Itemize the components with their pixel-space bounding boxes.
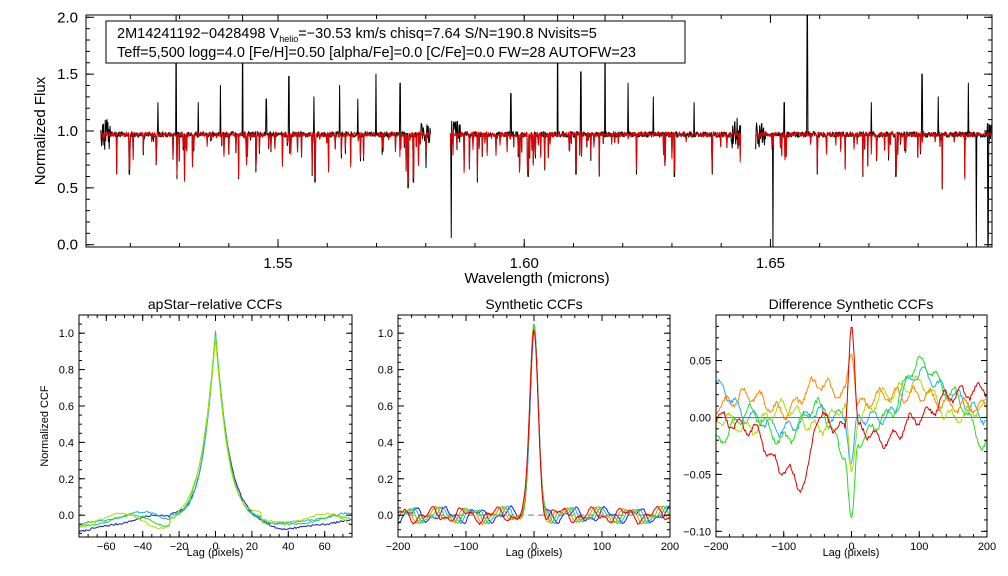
apstar-ccf-panel: −60 −40 −20 0 20 40 60 0.0 0.2 0.4 0.6 0.8 1.0 apSta… bbox=[39, 296, 353, 559]
spectrum-info-line2: Teff=5,500 logg=4.0 [Fe/H]=0.50 [alpha/F… bbox=[117, 45, 636, 61]
x-tick-label: 0 bbox=[212, 541, 218, 553]
ccf-series-line bbox=[79, 332, 352, 528]
difference-series-line bbox=[716, 355, 987, 518]
synthetic-ccf-panel: −200 −100 0 100 200 0.0 0.2 0.4 0.6 0.8 1.0 Synthe… bbox=[378, 296, 679, 559]
x-tick-label: 60 bbox=[319, 541, 331, 553]
ccf-series-line bbox=[79, 330, 352, 526]
x-tick-label: 100 bbox=[593, 541, 611, 553]
x-tick-label: 200 bbox=[978, 541, 996, 553]
x-tick-label: −60 bbox=[97, 541, 116, 553]
synthetic-ccf-xlabel: Lag (pixels) bbox=[506, 547, 563, 559]
apstar-ccf-ylabel: Normalized CCF bbox=[39, 385, 51, 467]
spectrum-info-line1: 2M14241192−0428498 Vhelio=−30.53 km/s ch… bbox=[117, 26, 597, 44]
spectrum-info-box: 2M14241192−0428498 Vhelio=−30.53 km/s ch… bbox=[105, 20, 686, 64]
y-tick-label: 0.8 bbox=[378, 365, 393, 377]
y-tick-label: 0.0 bbox=[57, 237, 78, 254]
x-tick-label: 40 bbox=[282, 541, 294, 553]
y-tick-label: 0.0 bbox=[378, 510, 393, 522]
spectrum-xlabel: Wavelength (microns) bbox=[464, 270, 609, 287]
y-tick-label: 0.05 bbox=[690, 356, 711, 368]
synthetic-spectrum-line bbox=[100, 131, 431, 184]
apstar-ccf-frame bbox=[78, 314, 353, 538]
synthetic-ccf-frame bbox=[397, 314, 671, 538]
x-tick-label: −100 bbox=[771, 541, 796, 553]
ccf-series-line bbox=[398, 323, 670, 525]
apstar-ccf-title: apStar−relative CCFs bbox=[148, 296, 282, 312]
spectrum-info-frame bbox=[105, 20, 686, 64]
ccf-series-line bbox=[79, 337, 352, 530]
info-line1-suffix: =−30.53 km/s chisq=7.64 S/N=190.8 Nvisit… bbox=[298, 26, 597, 42]
y-tick-label: 1.5 bbox=[57, 66, 78, 83]
x-tick-label: 0 bbox=[848, 541, 854, 553]
y-tick-label: 1.0 bbox=[59, 328, 74, 340]
y-tick-label: 0.2 bbox=[378, 474, 393, 486]
difference-ccf-data bbox=[716, 326, 987, 518]
difference-ccf-frame bbox=[715, 314, 988, 538]
x-tick-label: 20 bbox=[246, 541, 258, 553]
ccf-series-line bbox=[398, 329, 670, 526]
apstar-ccf-data bbox=[79, 330, 352, 533]
synthetic-spectrum-line bbox=[755, 131, 992, 188]
synthetic-ccf-data bbox=[398, 323, 670, 526]
difference-ccf-title: Difference Synthetic CCFs bbox=[769, 296, 934, 312]
difference-series-line bbox=[716, 326, 987, 493]
y-tick-label: 1.0 bbox=[378, 328, 393, 340]
spectrum-ylabel: Normalized Flux bbox=[32, 76, 49, 185]
difference-ccf-panel: −200 −100 0 100 200 −0.10 −0.05 0.00 0.05 Differ… bbox=[683, 296, 996, 559]
y-tick-label: 0.5 bbox=[57, 180, 78, 197]
difference-series-line bbox=[716, 375, 987, 473]
ccf-series-line bbox=[398, 326, 670, 525]
x-tick-label: −40 bbox=[133, 541, 152, 553]
x-tick-label: −100 bbox=[454, 541, 479, 553]
spectrum-ticks: 1.55 1.60 1.65 0.0 0.5 1.0 1.5 2.0 bbox=[57, 9, 992, 272]
y-tick-label: 1.0 bbox=[57, 123, 78, 140]
y-tick-label: 0.0 bbox=[59, 510, 74, 522]
spectrum-data bbox=[100, 15, 992, 247]
y-tick-label: 0.2 bbox=[59, 474, 74, 486]
apstar-ccf-xlabel: Lag (pixels) bbox=[187, 547, 244, 559]
synthetic-ccf-title: Synthetic CCFs bbox=[485, 296, 582, 312]
x-tick-label: 100 bbox=[910, 541, 928, 553]
y-tick-label: 0.4 bbox=[378, 437, 393, 449]
x-tick-label: 1.60 bbox=[510, 255, 539, 272]
x-tick-label: 1.55 bbox=[263, 255, 292, 272]
spectrum-panel: 1.55 1.60 1.65 0.0 0.5 1.0 1.5 2.0 Wavelength (… bbox=[32, 9, 993, 287]
info-line1-subscript: helio bbox=[279, 34, 298, 44]
x-tick-label: 0 bbox=[531, 541, 537, 553]
info-line1-prefix: 2M14241192−0428498 V bbox=[117, 26, 280, 42]
y-tick-label: 0.8 bbox=[59, 365, 74, 377]
y-tick-label: −0.10 bbox=[683, 526, 711, 538]
x-tick-label: 200 bbox=[661, 541, 679, 553]
spectrum-frame bbox=[85, 14, 993, 248]
y-tick-label: 0.6 bbox=[378, 401, 393, 413]
x-tick-label: −20 bbox=[170, 541, 189, 553]
difference-series-line bbox=[716, 353, 987, 421]
difference-ccf-xlabel: Lag (pixels) bbox=[823, 547, 880, 559]
y-tick-label: 0.00 bbox=[690, 412, 711, 424]
y-tick-label: 0.6 bbox=[59, 401, 74, 413]
synthetic-ccf-ticks: −200 −100 0 100 200 0.0 0.2 0.4 0.6 0.8 1.0 bbox=[378, 315, 679, 553]
x-tick-label: −200 bbox=[386, 541, 411, 553]
y-tick-label: 0.4 bbox=[59, 437, 74, 449]
y-tick-label: 2.0 bbox=[57, 9, 78, 26]
y-tick-label: −0.05 bbox=[683, 469, 711, 481]
synthetic-spectrum-line bbox=[449, 131, 742, 179]
x-tick-label: −200 bbox=[704, 541, 729, 553]
x-tick-label: 1.65 bbox=[756, 255, 785, 272]
